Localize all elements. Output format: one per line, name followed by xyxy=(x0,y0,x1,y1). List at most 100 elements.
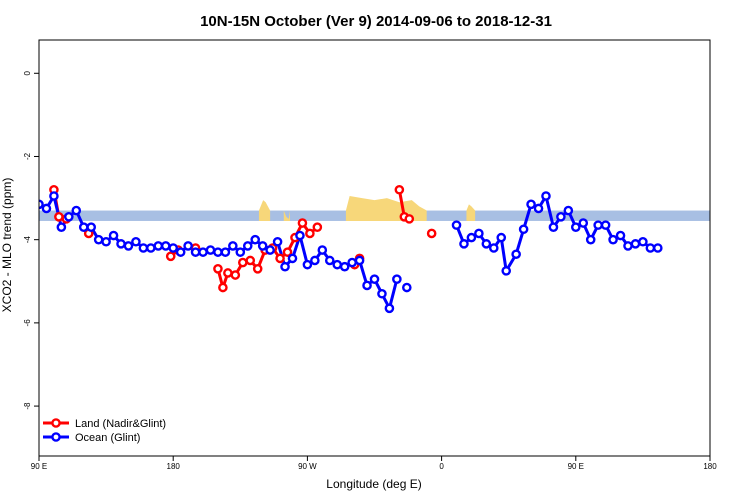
y-tick-label-0: 0 xyxy=(23,71,32,76)
ocean-data-point-41 xyxy=(339,261,350,272)
land-data-point-13 xyxy=(252,263,263,274)
land-data-point-9 xyxy=(223,268,233,278)
ocean-data-point-25 xyxy=(220,247,231,257)
ocean-data-point-16 xyxy=(153,241,164,251)
ocean-data-point-62 xyxy=(541,191,551,201)
ocean-data-point-6 xyxy=(78,222,89,232)
land-data-point-16 xyxy=(275,253,285,264)
ocean-data-point-44 xyxy=(362,280,372,291)
ocean-data-point-31 xyxy=(265,245,275,255)
ocean-data-point-27 xyxy=(235,247,246,257)
ocean-data-point-74 xyxy=(630,239,641,249)
land-data-point-20 xyxy=(305,228,315,239)
ocean-data-point-34 xyxy=(287,253,298,264)
ocean-data-point-58 xyxy=(511,249,521,260)
land-data-point-26 xyxy=(404,214,415,224)
ocean-data-point-77 xyxy=(653,243,663,253)
ocean-data-point-48 xyxy=(392,274,402,285)
ocean-data-point-33 xyxy=(280,261,290,272)
ocean-data-point-3 xyxy=(56,222,67,232)
legend-ocean-marker xyxy=(51,432,61,442)
ocean-data-point-22 xyxy=(198,247,208,257)
ocean-data-point-65 xyxy=(563,205,574,216)
land-data-point-8 xyxy=(218,282,228,293)
ocean-data-point-13 xyxy=(131,236,141,247)
land-data-point-7 xyxy=(213,263,223,274)
ocean-data-point-73 xyxy=(623,241,633,251)
ocean-data-point-8 xyxy=(93,234,104,245)
ocean-data-point-18 xyxy=(168,243,178,253)
y-tick-label-3: -6 xyxy=(23,319,32,327)
legend-land-label: Land (Nadir&Glint) xyxy=(75,418,166,430)
ocean-data-point-30 xyxy=(257,241,268,251)
ocean-data-point-66 xyxy=(571,222,581,232)
ocean-data-point-5 xyxy=(71,205,82,216)
ocean-data-point-76 xyxy=(645,243,656,253)
ocean-data-point-14 xyxy=(138,243,149,253)
axes: 0 -2 -4 -6 -8 90 E 180 90 W 0 90 E 180 xyxy=(23,71,717,471)
ocean-data-point-21 xyxy=(190,247,201,257)
ocean-data-point-45 xyxy=(369,274,380,285)
land-fill-patch-3 xyxy=(466,204,476,221)
ocean-data-point-32 xyxy=(272,236,283,247)
ocean-data-point-39 xyxy=(324,255,335,266)
legend-background xyxy=(41,412,221,452)
ocean-data-point-23 xyxy=(205,245,216,255)
ocean-data-point-69 xyxy=(593,220,603,230)
ocean-data-point-40 xyxy=(332,259,343,270)
land-data-point-27 xyxy=(426,228,437,239)
ocean-data-point-17 xyxy=(160,241,171,251)
ocean-data-point-67 xyxy=(578,218,589,228)
ocean-data-point-71 xyxy=(608,234,618,245)
ocean-data-point-54 xyxy=(481,239,492,249)
ocean-data-point-63 xyxy=(548,222,559,232)
land-data-point-12 xyxy=(245,255,256,266)
ocean-data-point-60 xyxy=(526,199,536,210)
land-fill-patch-0 xyxy=(258,200,271,221)
ocean-data-point-26 xyxy=(228,241,238,251)
ocean-data-point-51 xyxy=(459,239,469,249)
ocean-data-point-10 xyxy=(108,230,119,241)
ocean-data-point-1 xyxy=(41,203,52,214)
ocean-data-point-19 xyxy=(175,247,186,257)
ocean-data-point-38 xyxy=(317,245,328,255)
ocean-data-point-56 xyxy=(496,232,507,243)
y-tick-label-1: -2 xyxy=(23,152,32,160)
ocean-data-point-15 xyxy=(146,243,156,253)
x-tick-label-2: 90 W xyxy=(298,462,317,471)
ocean-data-point-59 xyxy=(518,224,529,235)
land-data-point-17 xyxy=(282,247,293,257)
ocean-data-point-36 xyxy=(302,259,313,270)
land-data-point-10 xyxy=(230,270,241,280)
x-tick-label-1: 180 xyxy=(167,462,181,471)
ocean-data-point-68 xyxy=(585,234,596,245)
ocean-data-point-12 xyxy=(123,241,134,251)
ocean-data-point-28 xyxy=(242,241,253,251)
ocean-data-point-46 xyxy=(377,288,387,299)
ocean-data-point-43 xyxy=(354,255,365,266)
y-tick-label-4: -8 xyxy=(23,402,32,410)
land-fill-patch-1 xyxy=(283,210,291,221)
y-tick-label-2: -4 xyxy=(23,236,32,244)
ocean-series-line-2 xyxy=(455,194,658,273)
ocean-data-point-29 xyxy=(250,234,261,245)
ocean-data-point-2 xyxy=(49,191,59,201)
x-axis-label: Longitude (deg E) xyxy=(326,477,421,491)
plot-area xyxy=(39,184,710,314)
ocean-data-point-55 xyxy=(488,243,499,253)
ocean-data-point-70 xyxy=(600,220,611,230)
legend: Land (Nadir&Glint) Ocean (Glint) xyxy=(41,412,221,452)
ocean-data-point-47 xyxy=(384,303,395,314)
legend-ocean-label: Ocean (Glint) xyxy=(75,432,140,444)
ocean-data-point-64 xyxy=(556,211,566,222)
land-data-point-11 xyxy=(237,257,248,268)
ocean-data-point-72 xyxy=(615,230,626,241)
x-tick-label-4: 90 E xyxy=(568,462,584,471)
y-axis-label: XCO2 - MLO trend (ppm) xyxy=(0,178,14,313)
land-data-point-21 xyxy=(312,222,323,232)
x-tick-label-0: 90 E xyxy=(31,462,47,471)
ocean-data-point-61 xyxy=(533,203,544,214)
ocean-data-point-50 xyxy=(451,220,462,230)
ocean-data-point-7 xyxy=(86,222,96,232)
